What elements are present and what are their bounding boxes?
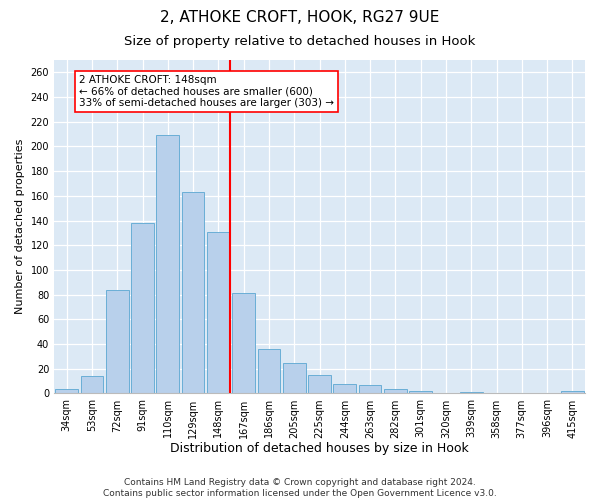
Text: Contains HM Land Registry data © Crown copyright and database right 2024.
Contai: Contains HM Land Registry data © Crown c… — [103, 478, 497, 498]
Bar — [359, 385, 382, 394]
Bar — [460, 392, 482, 394]
Bar — [334, 384, 356, 394]
Bar — [131, 223, 154, 394]
Bar — [207, 232, 230, 394]
Bar — [409, 391, 432, 394]
Bar — [283, 362, 305, 394]
Bar — [257, 349, 280, 394]
Bar — [561, 391, 584, 394]
Bar — [308, 375, 331, 394]
Bar — [80, 376, 103, 394]
Text: 2, ATHOKE CROFT, HOOK, RG27 9UE: 2, ATHOKE CROFT, HOOK, RG27 9UE — [160, 10, 440, 25]
Text: Size of property relative to detached houses in Hook: Size of property relative to detached ho… — [124, 35, 476, 48]
X-axis label: Distribution of detached houses by size in Hook: Distribution of detached houses by size … — [170, 442, 469, 455]
Bar — [384, 388, 407, 394]
Bar — [182, 192, 205, 394]
Bar — [157, 136, 179, 394]
Text: 2 ATHOKE CROFT: 148sqm
← 66% of detached houses are smaller (600)
33% of semi-de: 2 ATHOKE CROFT: 148sqm ← 66% of detached… — [79, 75, 334, 108]
Bar — [106, 290, 128, 394]
Y-axis label: Number of detached properties: Number of detached properties — [15, 139, 25, 314]
Bar — [232, 294, 255, 394]
Bar — [55, 388, 78, 394]
